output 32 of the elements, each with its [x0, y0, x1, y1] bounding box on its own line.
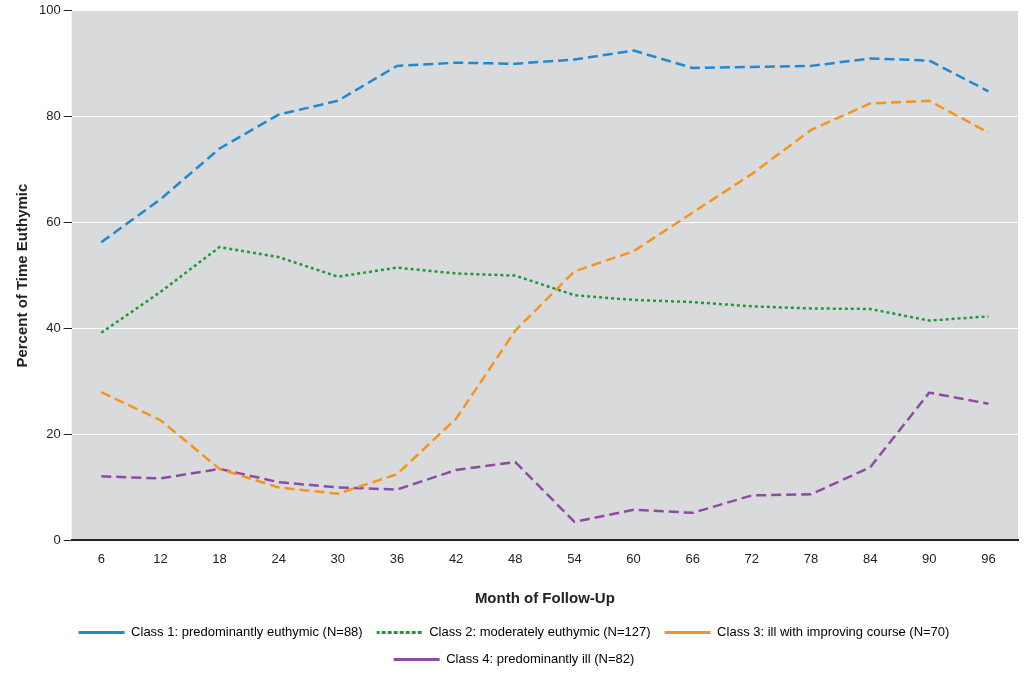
- line-series: [100, 49, 990, 244]
- x-tick-label: 6: [97, 550, 105, 566]
- y-tick-label: 40: [46, 320, 61, 336]
- line-series: [100, 391, 990, 524]
- y-tick-label: 80: [46, 108, 61, 124]
- x-tick-label: 30: [330, 550, 346, 566]
- x-tick-label: 12: [153, 550, 168, 566]
- line-series: [100, 245, 990, 335]
- x-tick-label: 60: [626, 550, 641, 566]
- legend-label: Class 4: predominantly ill (N=82): [446, 651, 635, 667]
- y-tick-label: 60: [46, 214, 61, 230]
- x-tick-label: 90: [922, 550, 937, 566]
- x-tick-label: 48: [508, 550, 523, 566]
- legend-label: Class 3: ill with improving course (N=70): [717, 624, 950, 640]
- x-tick-label: 96: [981, 550, 996, 566]
- x-tick-label: 84: [862, 550, 878, 566]
- x-tick-label: 54: [567, 550, 582, 566]
- y-tick-label: 0: [53, 531, 61, 547]
- x-tick-label: 24: [271, 550, 286, 566]
- y-tick-label: 20: [46, 426, 61, 442]
- line-series: [100, 99, 990, 496]
- x-tick-label: 78: [803, 550, 819, 566]
- x-tick-label: 36: [389, 550, 405, 566]
- x-tick-label: 72: [744, 550, 760, 566]
- y-tick-label: 100: [38, 2, 61, 18]
- legend-label: Class 2: moderately euthymic (N=127): [429, 624, 651, 640]
- legend-label: Class 1: predominantly euthymic (N=88): [131, 624, 363, 640]
- x-axis-title: Month of Follow-Up: [474, 589, 615, 607]
- x-tick-label: 42: [448, 550, 464, 566]
- x-tick-label: 66: [685, 550, 700, 566]
- x-tick-label: 18: [212, 550, 227, 566]
- y-axis-title: Percent of Time Euthymic: [13, 183, 31, 368]
